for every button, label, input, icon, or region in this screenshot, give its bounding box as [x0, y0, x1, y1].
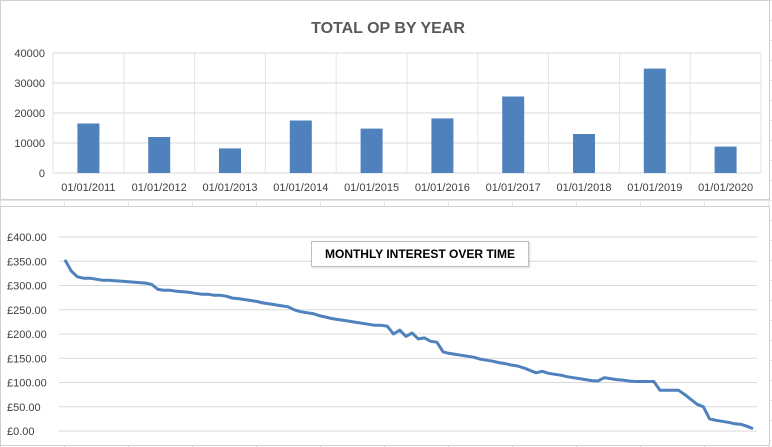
bar-x-tick-label: 01/01/2020 — [698, 182, 753, 194]
line-y-tick-label: £150.00 — [7, 353, 47, 365]
bar — [360, 128, 383, 173]
bar-chart-canvas: TOTAL OP BY YEAR 0 10000 20000 30000 40000 0… — [14, 20, 762, 194]
bar-x-tick-label: 01/01/2013 — [202, 182, 257, 194]
bar-y-tick-label: 40000 — [14, 48, 45, 60]
bar — [431, 118, 454, 173]
bar-chart-x-axis: 01/01/2011 01/01/2012 01/01/2013 01/01/2014… — [61, 182, 753, 194]
bar-x-tick-label: 01/01/2018 — [556, 182, 611, 194]
bar-chart-gridlines — [52, 52, 762, 174]
monthly-interest-line-chart[interactable]: £0.00 £50.00 £100.00 £150.00 £200.00 £250.00 £… — [0, 206, 770, 446]
bar-x-tick-label: 01/01/2019 — [627, 182, 682, 194]
bar-y-tick-label: 30000 — [14, 78, 45, 90]
bar-chart-title: TOTAL OP BY YEAR — [311, 20, 465, 37]
bar — [573, 134, 595, 173]
bar — [502, 96, 525, 173]
line-chart-y-axis: £0.00 £50.00 £100.00 £150.00 £200.00 £250.00 £… — [7, 232, 47, 438]
line-y-tick-label: £50.00 — [7, 402, 41, 414]
line-y-tick-label: £100.00 — [7, 378, 47, 390]
bar-x-tick-label: 01/01/2017 — [486, 182, 541, 194]
line-y-tick-label: £400.00 — [7, 232, 47, 244]
line-y-tick-label: £0.00 — [7, 426, 35, 438]
bar — [219, 148, 241, 173]
bar-x-tick-label: 01/01/2015 — [344, 182, 399, 194]
bar — [148, 137, 171, 173]
bar-x-tick-label: 01/01/2014 — [273, 182, 328, 194]
line-chart-title[interactable]: MONTHLY INTEREST OVER TIME — [311, 241, 529, 267]
line-y-tick-label: £200.00 — [7, 329, 47, 341]
bar — [77, 123, 100, 173]
bar-y-tick-label: 20000 — [14, 108, 45, 120]
total-op-bar-chart[interactable]: TOTAL OP BY YEAR 0 10000 20000 30000 40000 0… — [0, 0, 770, 200]
bar-y-tick-label: 10000 — [14, 138, 45, 150]
line-chart-canvas: £0.00 £50.00 £100.00 £150.00 £200.00 £250.00 £… — [7, 232, 757, 438]
line-y-tick-label: £250.00 — [7, 305, 47, 317]
bar-chart-bars — [77, 68, 737, 173]
bar-x-tick-label: 01/01/2016 — [415, 182, 470, 194]
bar-x-tick-label: 01/01/2012 — [132, 182, 187, 194]
bar-y-tick-label: 0 — [39, 168, 45, 180]
line-y-tick-label: £300.00 — [7, 281, 47, 293]
bar — [289, 120, 312, 173]
bar — [714, 146, 737, 173]
bar — [643, 68, 666, 173]
bar-chart-y-axis: 0 10000 20000 30000 40000 — [14, 48, 45, 180]
bar-x-tick-label: 01/01/2011 — [61, 182, 115, 194]
line-y-tick-label: £350.00 — [7, 256, 47, 268]
line-chart-series — [63, 259, 754, 430]
line-chart-gridlines — [59, 236, 757, 432]
